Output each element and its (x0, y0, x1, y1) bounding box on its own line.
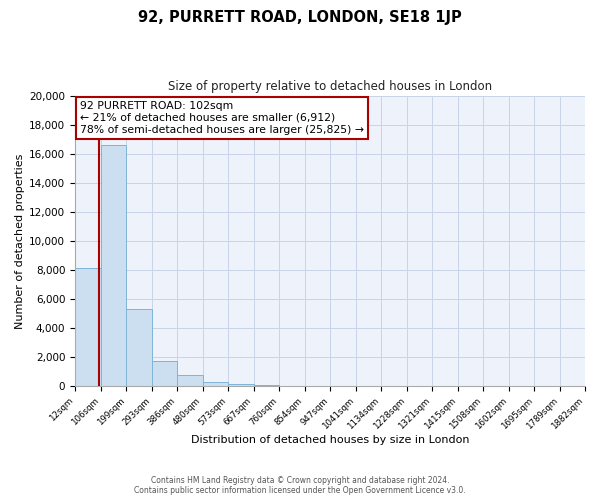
Bar (228, 384, 254, 386)
Text: 92, PURRETT ROAD, LONDON, SE18 1JP: 92, PURRETT ROAD, LONDON, SE18 1JP (138, 10, 462, 25)
Text: Contains HM Land Registry data © Crown copyright and database right 2024.
Contai: Contains HM Land Registry data © Crown c… (134, 476, 466, 495)
X-axis label: Distribution of detached houses by size in London: Distribution of detached houses by size … (191, 435, 469, 445)
Bar (254, 384, 279, 386)
Title: Size of property relative to detached houses in London: Size of property relative to detached ho… (168, 80, 492, 93)
Bar (126, 309, 152, 386)
Bar (203, 382, 228, 386)
Text: 92 PURRETT ROAD: 102sqm
← 21% of detached houses are smaller (6,912)
78% of semi: 92 PURRETT ROAD: 102sqm ← 21% of detache… (80, 102, 364, 134)
Bar (177, 376, 203, 386)
Bar (101, 145, 126, 386)
Y-axis label: Number of detached properties: Number of detached properties (15, 153, 25, 328)
Bar (152, 361, 177, 386)
Bar (75, 268, 101, 386)
